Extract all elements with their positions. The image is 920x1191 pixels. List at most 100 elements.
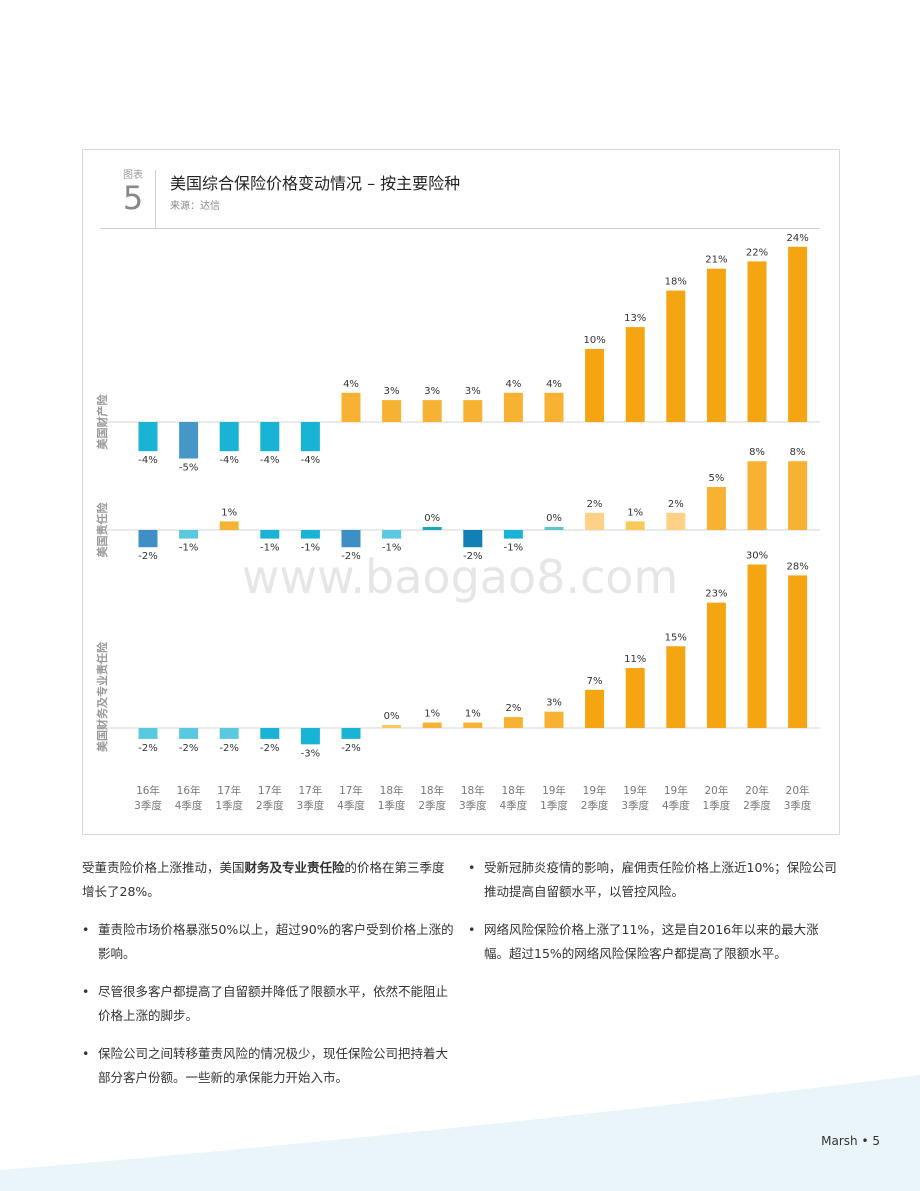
data-label: -2% — [138, 551, 157, 562]
data-label: -2% — [341, 551, 360, 562]
x-tick-label: 2季度 — [581, 799, 609, 812]
intro-text-bold: 财务及专业责任险 — [244, 860, 345, 875]
title-rule — [100, 228, 820, 229]
bar — [179, 728, 199, 739]
x-tick-label: 1季度 — [540, 799, 568, 812]
figure-label-text: 图表 — [123, 170, 143, 181]
bar — [422, 400, 442, 422]
data-label: 1% — [465, 709, 481, 720]
data-label: -2% — [179, 743, 198, 754]
data-label: -1% — [301, 543, 320, 554]
bullet-item: 董责险市场价格暴涨50%以上，超过90%的客户受到价格上涨的影响。 — [82, 918, 454, 966]
data-label: -5% — [179, 463, 198, 474]
bar — [625, 521, 645, 530]
data-label: -4% — [260, 455, 279, 466]
figure-title: 美国综合保险价格变动情况 – 按主要险种 — [170, 174, 461, 193]
x-tick-label: 20年 — [704, 784, 728, 797]
bar — [341, 728, 361, 739]
bullet-item: 受新冠肺炎疫情的影响，雇佣责任险价格上涨近10%；保险公司推动提高自留额水平，以… — [468, 856, 838, 904]
x-tick-label: 1季度 — [378, 799, 406, 812]
x-tick-label: 20年 — [786, 784, 810, 797]
data-label: -2% — [219, 743, 238, 754]
data-label: 18% — [665, 277, 687, 288]
bar — [666, 290, 686, 422]
bar — [463, 400, 483, 422]
series-label: 美国责任险 — [95, 502, 109, 558]
data-label: 1% — [627, 507, 643, 518]
data-label: 24% — [786, 233, 808, 244]
data-label: -2% — [463, 551, 482, 562]
data-label: -2% — [138, 743, 157, 754]
bar — [585, 512, 605, 530]
bar — [422, 527, 442, 530]
data-label: 13% — [624, 313, 646, 324]
data-label: -1% — [504, 543, 523, 554]
data-label: -2% — [341, 743, 360, 754]
x-tick-label: 1季度 — [703, 799, 731, 812]
x-tick-label: 3季度 — [621, 799, 649, 812]
x-tick-label: 17年 — [339, 784, 363, 797]
data-label: 3% — [465, 386, 481, 397]
x-tick-label: 18年 — [461, 784, 485, 797]
bar — [503, 392, 523, 422]
bullet-item: 网络风险保险价格上涨了11%，这是自2016年以来的最大涨幅。超过15%的网络风… — [468, 918, 838, 966]
x-tick-label: 19年 — [583, 784, 607, 797]
bar — [544, 392, 564, 422]
x-tick-label: 3季度 — [459, 799, 487, 812]
x-tick-label: 16年 — [136, 784, 160, 797]
data-label: 8% — [749, 447, 765, 458]
bar — [747, 461, 767, 530]
x-tick-label: 1季度 — [215, 799, 243, 812]
x-tick-label: 3季度 — [297, 799, 325, 812]
bar — [706, 487, 726, 530]
series-label: 美国财务及专业责任险 — [95, 641, 109, 752]
data-label: 3% — [424, 386, 440, 397]
bar — [219, 521, 239, 530]
data-label: 21% — [705, 255, 727, 266]
data-label: -2% — [260, 743, 279, 754]
bar — [382, 725, 402, 728]
x-tick-label: 2季度 — [743, 799, 771, 812]
bar — [138, 728, 158, 739]
data-label: 2% — [668, 499, 684, 510]
bar — [544, 527, 564, 530]
data-label: 0% — [424, 513, 440, 524]
bar — [463, 530, 483, 548]
data-label: 1% — [424, 709, 440, 720]
x-tick-label: 4季度 — [337, 799, 365, 812]
bar — [341, 530, 361, 548]
data-label: 8% — [790, 447, 806, 458]
bullet-item: 保险公司之间转移董责风险的情况极少，现任保险公司把持着大部分客户份额。一些新的承… — [82, 1042, 454, 1090]
page-footer: Marsh • 5 — [821, 1134, 880, 1148]
figure-source: 来源：达信 — [170, 201, 220, 212]
series-label: 美国财产险 — [95, 394, 109, 450]
data-label: 0% — [384, 711, 400, 722]
x-tick-label: 3季度 — [134, 799, 162, 812]
bar — [788, 461, 808, 530]
intro-text-post: 的价格在第三季度增长了28%。 — [82, 860, 445, 899]
data-label: 3% — [384, 386, 400, 397]
bar — [260, 530, 280, 539]
bar — [300, 530, 320, 539]
bar — [138, 422, 158, 452]
x-tick-label: 3季度 — [784, 799, 812, 812]
data-label: -4% — [138, 455, 157, 466]
x-tick-label: 19年 — [623, 784, 647, 797]
data-label: 10% — [583, 335, 605, 346]
data-label: -4% — [301, 455, 320, 466]
bar — [706, 268, 726, 422]
data-label: 1% — [221, 507, 237, 518]
bar — [666, 512, 686, 530]
x-tick-label: 4季度 — [662, 799, 690, 812]
figure-divider — [155, 170, 156, 228]
bar — [706, 602, 726, 728]
data-label: 2% — [505, 703, 521, 714]
x-tick-label: 16年 — [177, 784, 201, 797]
data-label: 7% — [587, 676, 603, 687]
bar — [422, 722, 442, 728]
bar — [260, 728, 280, 739]
data-label: -1% — [179, 543, 198, 554]
data-label: 4% — [343, 379, 359, 390]
